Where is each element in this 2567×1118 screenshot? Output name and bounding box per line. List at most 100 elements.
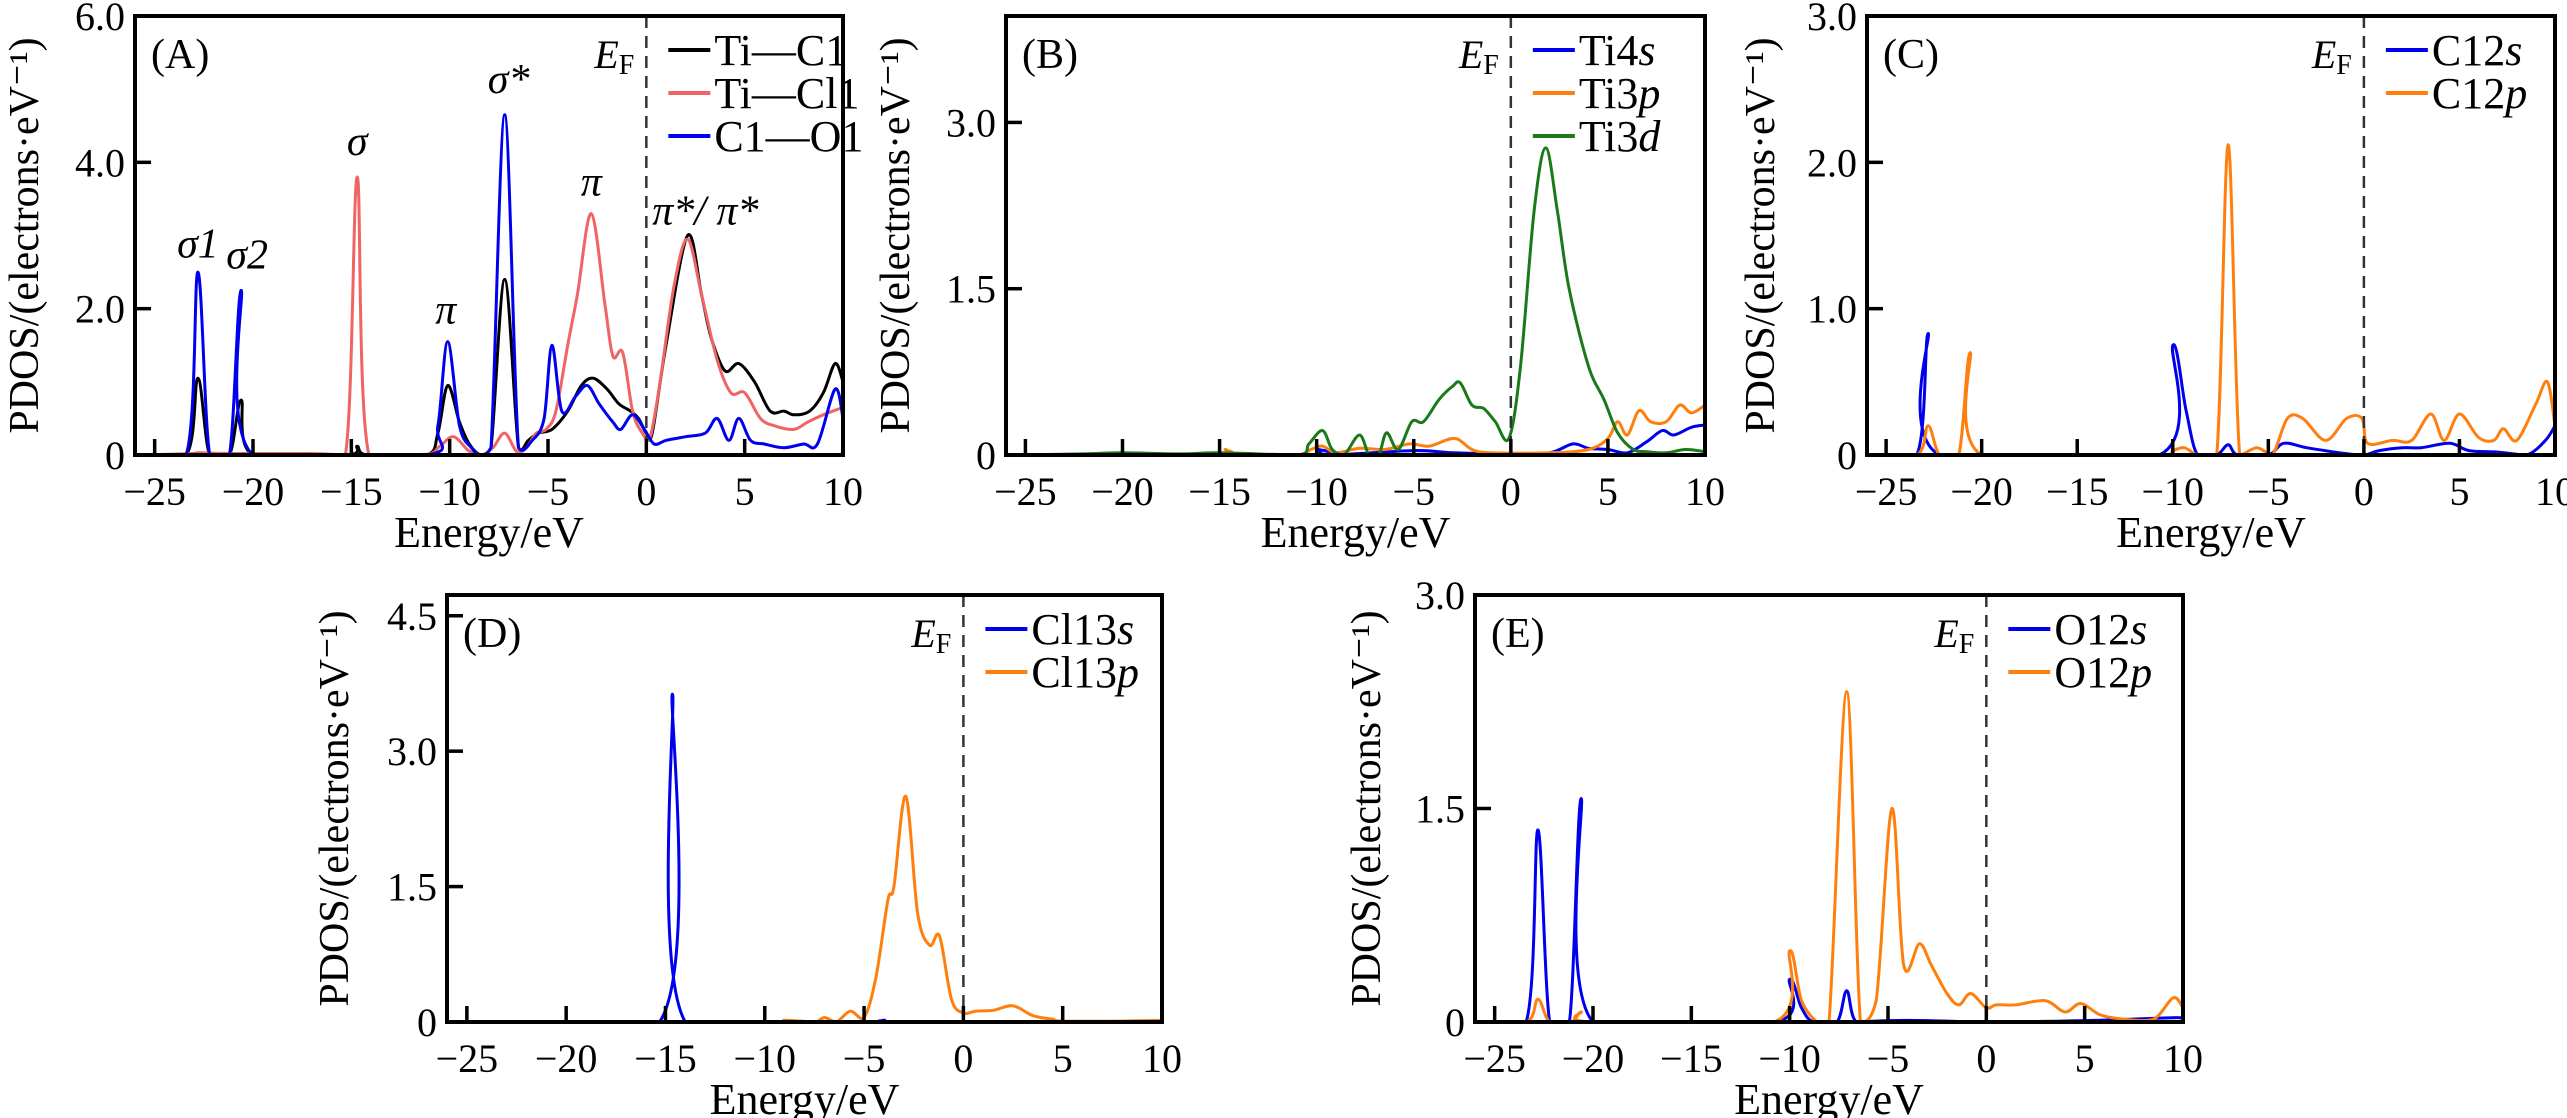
- legend-entry: Cl13p: [1031, 648, 1139, 697]
- plot-frame: [445, 593, 1164, 1024]
- legend-entry: Cl13s: [1031, 605, 1134, 654]
- panel-label: (D): [463, 611, 521, 657]
- legend-entry: O12s: [2054, 605, 2147, 654]
- x-tick-label: 10: [2163, 1036, 2203, 1081]
- x-tick-label: −15: [320, 469, 383, 514]
- y-tick-label: 2.0: [1807, 140, 1857, 185]
- x-tick-label: −25: [123, 469, 186, 514]
- legend-entry: Ti3p: [1579, 69, 1661, 118]
- legend-entry: O12p: [2054, 648, 2152, 697]
- peak-annotation: σ1: [177, 221, 219, 267]
- x-tick-label: −25: [436, 1036, 499, 1081]
- peak-annotation: π: [581, 159, 603, 205]
- x-tick-label: −20: [535, 1036, 598, 1081]
- x-tick-label: 0: [2354, 469, 2374, 514]
- panel-d: EF −25 −20 −15 −10 −5 0 5 10 0 1.5 3.0 4.5 Energy/eV P…: [312, 593, 1182, 1118]
- fermi-level-subscript: F: [936, 629, 952, 660]
- panel-c: EF −25 −20 −15 −10 −5 0 5 10 0 1.0 2.0 3.0 Energy/eV P…: [1738, 0, 2567, 557]
- peak-annotation: σ: [347, 119, 370, 165]
- fermi-level-symbol: E: [1933, 611, 1958, 656]
- fermi-level-label: EF: [593, 32, 634, 81]
- y-axis-label: PDOS/(electrons·eV⁻¹): [1738, 37, 1784, 433]
- y-tick-label: 3.0: [946, 100, 996, 145]
- plot-frame: [1865, 14, 2557, 457]
- peak-annotation: π*/ π*: [652, 189, 758, 235]
- x-tick-label: 10: [823, 469, 863, 514]
- x-tick-label: 5: [2449, 469, 2469, 514]
- x-tick-label: 10: [1142, 1036, 1182, 1081]
- y-tick-label: 4.0: [75, 140, 125, 185]
- y-tick-label: 2.0: [75, 287, 125, 332]
- x-axis-label: Energy/eV: [394, 508, 584, 557]
- panel-a: EF −25 −20 −15 −10 −5 0 5 10 0 2.0 4.0 6.0 Energy/eV P…: [2, 0, 863, 557]
- x-tick-label: 5: [1598, 469, 1618, 514]
- legend-entry: Ti—Cl1: [714, 69, 859, 118]
- y-axis-label: PDOS/(electrons·eV⁻¹): [312, 610, 358, 1006]
- x-tick-label: −5: [2247, 469, 2290, 514]
- fermi-level-subscript: F: [1483, 50, 1499, 81]
- x-axis-label: Energy/eV: [1261, 508, 1451, 557]
- fermi-level-symbol: E: [593, 32, 618, 77]
- x-tick-label: 10: [1685, 469, 1725, 514]
- panel-label: (B): [1022, 32, 1078, 78]
- legend-entry: Ti3d: [1579, 112, 1662, 161]
- x-tick-label: 10: [2535, 469, 2567, 514]
- series-line-C12s: [1867, 331, 2555, 455]
- series-line-Cl13s: [447, 692, 1162, 1022]
- x-tick-label: −15: [1660, 1036, 1723, 1081]
- panel-label: (A): [151, 32, 209, 78]
- x-tick-label: 0: [636, 469, 656, 514]
- peak-annotation: σ2: [226, 232, 268, 278]
- fermi-level-label: EF: [1933, 611, 1974, 660]
- y-tick-label: 3.0: [387, 729, 437, 774]
- series-line-Ti3p: [1006, 403, 1705, 455]
- y-axis-label: PDOS/(electrons·eV⁻¹): [2, 37, 48, 433]
- series-line-O12s: [1475, 796, 2183, 1022]
- y-tick-label: 0: [417, 1000, 437, 1045]
- y-tick-label: 4.5: [387, 594, 437, 639]
- peak-annotation: σ*: [488, 57, 530, 103]
- y-tick-label: 0: [105, 433, 125, 478]
- x-tick-label: −10: [418, 469, 481, 514]
- legend-entry: Ti—C1: [714, 26, 847, 75]
- legend-entry: C1—O1: [714, 112, 863, 161]
- panel-label: (E): [1491, 611, 1545, 657]
- x-tick-label: −25: [994, 469, 1057, 514]
- y-tick-label: 0: [1445, 1000, 1465, 1045]
- x-tick-label: −5: [1392, 469, 1435, 514]
- series-line-Ti—Cl1: [135, 175, 843, 455]
- x-tick-label: −5: [1867, 1036, 1910, 1081]
- series-line-C1—O1: [135, 113, 843, 455]
- x-tick-label: −25: [1855, 469, 1918, 514]
- fermi-level-subscript: F: [2336, 50, 2352, 81]
- legend-entry: Ti4s: [1579, 26, 1656, 75]
- x-tick-label: −10: [2141, 469, 2204, 514]
- fermi-level-symbol: E: [2311, 32, 2336, 77]
- x-tick-label: −15: [2046, 469, 2109, 514]
- y-tick-label: 0: [976, 433, 996, 478]
- panel-label: (C): [1883, 32, 1939, 78]
- y-tick-label: 1.5: [946, 267, 996, 312]
- y-tick-label: 3.0: [1415, 573, 1465, 618]
- series-line-Ti3d: [1006, 146, 1705, 455]
- x-tick-label: −20: [222, 469, 285, 514]
- fermi-level-symbol: E: [910, 611, 935, 656]
- panel-b: EF −25 −20 −15 −10 −5 0 5 10 0 1.5 3.0 Energy/eV PDOS…: [873, 14, 1725, 557]
- y-tick-label: 1.5: [387, 865, 437, 910]
- panel-e: EF −25 −20 −15 −10 −5 0 5 10 0 1.5 3.0 Energy/eV PDOS…: [1344, 573, 2203, 1118]
- y-axis-label: PDOS/(electrons·eV⁻¹): [1344, 610, 1390, 1006]
- y-tick-label: 3.0: [1807, 0, 1857, 39]
- x-tick-label: −10: [1758, 1036, 1821, 1081]
- y-tick-label: 1.0: [1807, 287, 1857, 332]
- plot-frame: [1004, 14, 1707, 457]
- x-tick-label: −25: [1463, 1036, 1526, 1081]
- y-tick-label: 6.0: [75, 0, 125, 39]
- x-axis-label: Energy/eV: [2116, 508, 2306, 557]
- x-tick-label: −20: [1091, 469, 1154, 514]
- x-tick-label: −15: [634, 1036, 697, 1081]
- x-tick-label: −10: [733, 1036, 796, 1081]
